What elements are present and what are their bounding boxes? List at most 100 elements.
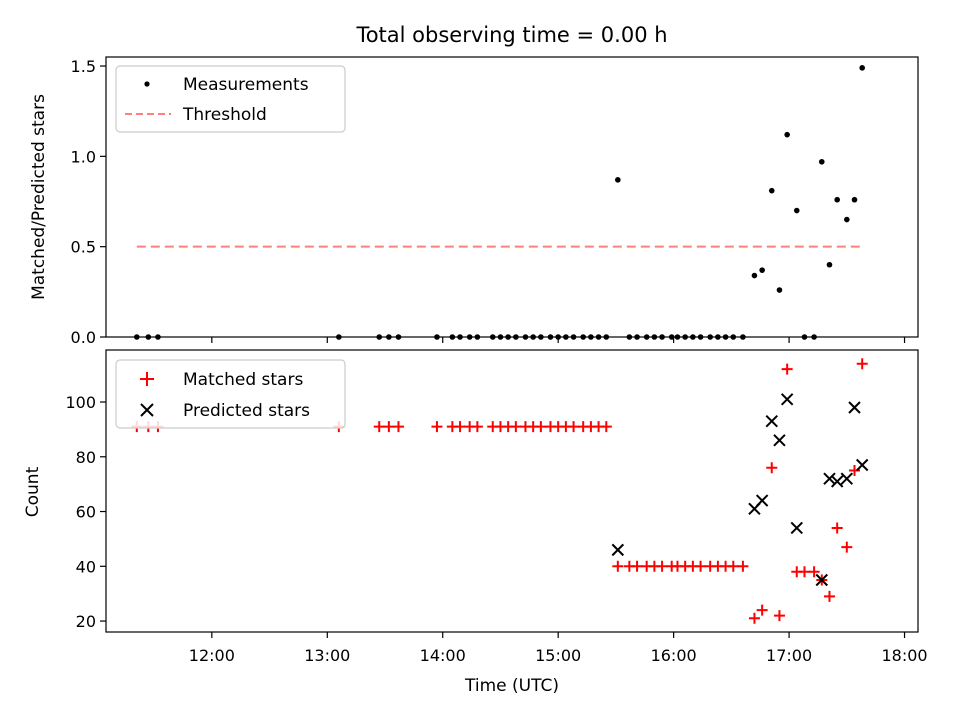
count-y-tick-label: 40 bbox=[76, 557, 96, 576]
matched-star-point bbox=[823, 590, 835, 602]
measurement-point bbox=[588, 334, 594, 340]
measurement-point bbox=[834, 196, 840, 203]
measurement-point bbox=[615, 177, 621, 183]
predicted-star-point bbox=[815, 573, 828, 587]
measurement-point bbox=[668, 334, 675, 340]
count-x-tick-label: 18:00 bbox=[881, 646, 927, 665]
count-y-axis-label: Count bbox=[23, 466, 43, 517]
measurement-point bbox=[155, 334, 161, 340]
matched-star-point bbox=[600, 421, 612, 433]
count-y-tick-label: 60 bbox=[76, 503, 96, 522]
measurement-point bbox=[386, 334, 392, 340]
measurement-point bbox=[768, 187, 775, 194]
matched-star-point bbox=[856, 358, 868, 370]
ratio-y-axis: 0.0 0.5 1.0 1.5 bbox=[71, 57, 106, 347]
measurement-point bbox=[730, 334, 737, 340]
measurement-point bbox=[570, 334, 577, 340]
matched-star-point bbox=[392, 421, 404, 433]
measurement-point bbox=[497, 334, 504, 340]
measurement-point bbox=[811, 334, 817, 340]
count-y-tick-label: 80 bbox=[76, 448, 96, 467]
matched-star-point bbox=[773, 610, 785, 622]
matched-star-point bbox=[373, 421, 385, 433]
ratio-series bbox=[133, 65, 865, 340]
measurement-point bbox=[145, 334, 152, 340]
ratio-y-tick-label: 0.5 bbox=[71, 238, 96, 257]
measurement-point bbox=[466, 334, 473, 340]
measurement-point bbox=[474, 334, 481, 340]
legend-measurements-marker bbox=[144, 81, 150, 87]
x-axis-label: Time (UTC) bbox=[464, 676, 559, 696]
legend-matched-label: Matched stars bbox=[183, 370, 303, 390]
count-legend-box bbox=[115, 359, 346, 429]
predicted-star-point bbox=[855, 458, 869, 472]
chart-title: Total observing time = 0.00 h bbox=[355, 23, 667, 47]
count-x-tick-label: 17:00 bbox=[766, 646, 812, 665]
measurement-point bbox=[505, 334, 511, 340]
matched-star-point bbox=[695, 560, 707, 572]
matched-star-point bbox=[766, 462, 778, 474]
measurement-point bbox=[682, 334, 688, 340]
predicted-star-point bbox=[611, 543, 625, 557]
measurement-point bbox=[776, 287, 783, 293]
count-x-axis: 12:00 13:00 14:00 15:00 16:00 17:00 18:00 bbox=[189, 632, 928, 665]
matched-star-point bbox=[849, 464, 861, 476]
legend-predicted-label: Predicted stars bbox=[183, 401, 310, 421]
legend-threshold-label: Threshold bbox=[182, 105, 267, 125]
matched-star-point bbox=[383, 421, 395, 433]
matched-star-point bbox=[471, 421, 483, 433]
predicted-star-point bbox=[773, 434, 786, 447]
measurement-point bbox=[690, 334, 696, 340]
ratio-x-axis-ticks bbox=[211, 337, 906, 343]
measurement-point bbox=[697, 334, 704, 340]
measurement-point bbox=[844, 216, 850, 223]
predicted-star-point bbox=[755, 494, 769, 507]
matched-star-point bbox=[431, 421, 443, 433]
measurement-point bbox=[538, 334, 544, 340]
measurement-point bbox=[522, 334, 529, 340]
measurement-point bbox=[818, 158, 825, 165]
matched-star-point bbox=[568, 421, 580, 433]
measurement-point bbox=[489, 334, 496, 340]
measurement-point bbox=[801, 334, 808, 340]
legend-predicted-marker bbox=[140, 403, 154, 417]
measurement-point bbox=[659, 334, 665, 340]
matched-star-point bbox=[737, 560, 749, 572]
count-x-tick-label: 12:00 bbox=[189, 646, 235, 665]
predicted-star-point bbox=[790, 521, 803, 535]
measurement-point bbox=[626, 334, 633, 340]
matched-star-point bbox=[756, 604, 768, 616]
measurement-point bbox=[133, 334, 140, 340]
measurement-point bbox=[674, 334, 681, 340]
measurement-point bbox=[722, 334, 729, 340]
measurement-point bbox=[563, 334, 569, 340]
measurement-point bbox=[643, 334, 650, 340]
measurement-point bbox=[449, 334, 456, 340]
count-series bbox=[131, 358, 869, 624]
measurement-point bbox=[851, 196, 858, 203]
ratio-y-axis-label: Matched/Predicted stars bbox=[29, 94, 49, 300]
count-x-tick-label: 14:00 bbox=[420, 646, 466, 665]
matched-star-point bbox=[808, 566, 820, 578]
ratio-y-tick-label: 1.0 bbox=[71, 147, 96, 166]
ratio-legend: Measurements Threshold bbox=[115, 65, 346, 133]
count-x-tick-label: 16:00 bbox=[651, 646, 697, 665]
measurement-point bbox=[651, 334, 658, 340]
matched-star-point bbox=[612, 560, 624, 572]
count-y-tick-label: 20 bbox=[76, 612, 96, 631]
predicted-star-point bbox=[823, 472, 836, 485]
measurement-point bbox=[603, 334, 610, 340]
measurement-point bbox=[740, 334, 746, 340]
matched-star-point bbox=[535, 421, 547, 433]
measurement-point bbox=[457, 334, 463, 340]
measurement-point bbox=[751, 272, 758, 279]
predicted-star-point bbox=[765, 414, 778, 428]
measurement-point bbox=[793, 207, 800, 214]
matched-star-point bbox=[841, 541, 853, 553]
ratio-legend-box bbox=[115, 65, 346, 133]
measurement-point bbox=[530, 334, 536, 340]
legend-measurements-label: Measurements bbox=[183, 75, 309, 95]
count-x-tick-label: 15:00 bbox=[535, 646, 581, 665]
predicted-star-point bbox=[780, 393, 794, 406]
